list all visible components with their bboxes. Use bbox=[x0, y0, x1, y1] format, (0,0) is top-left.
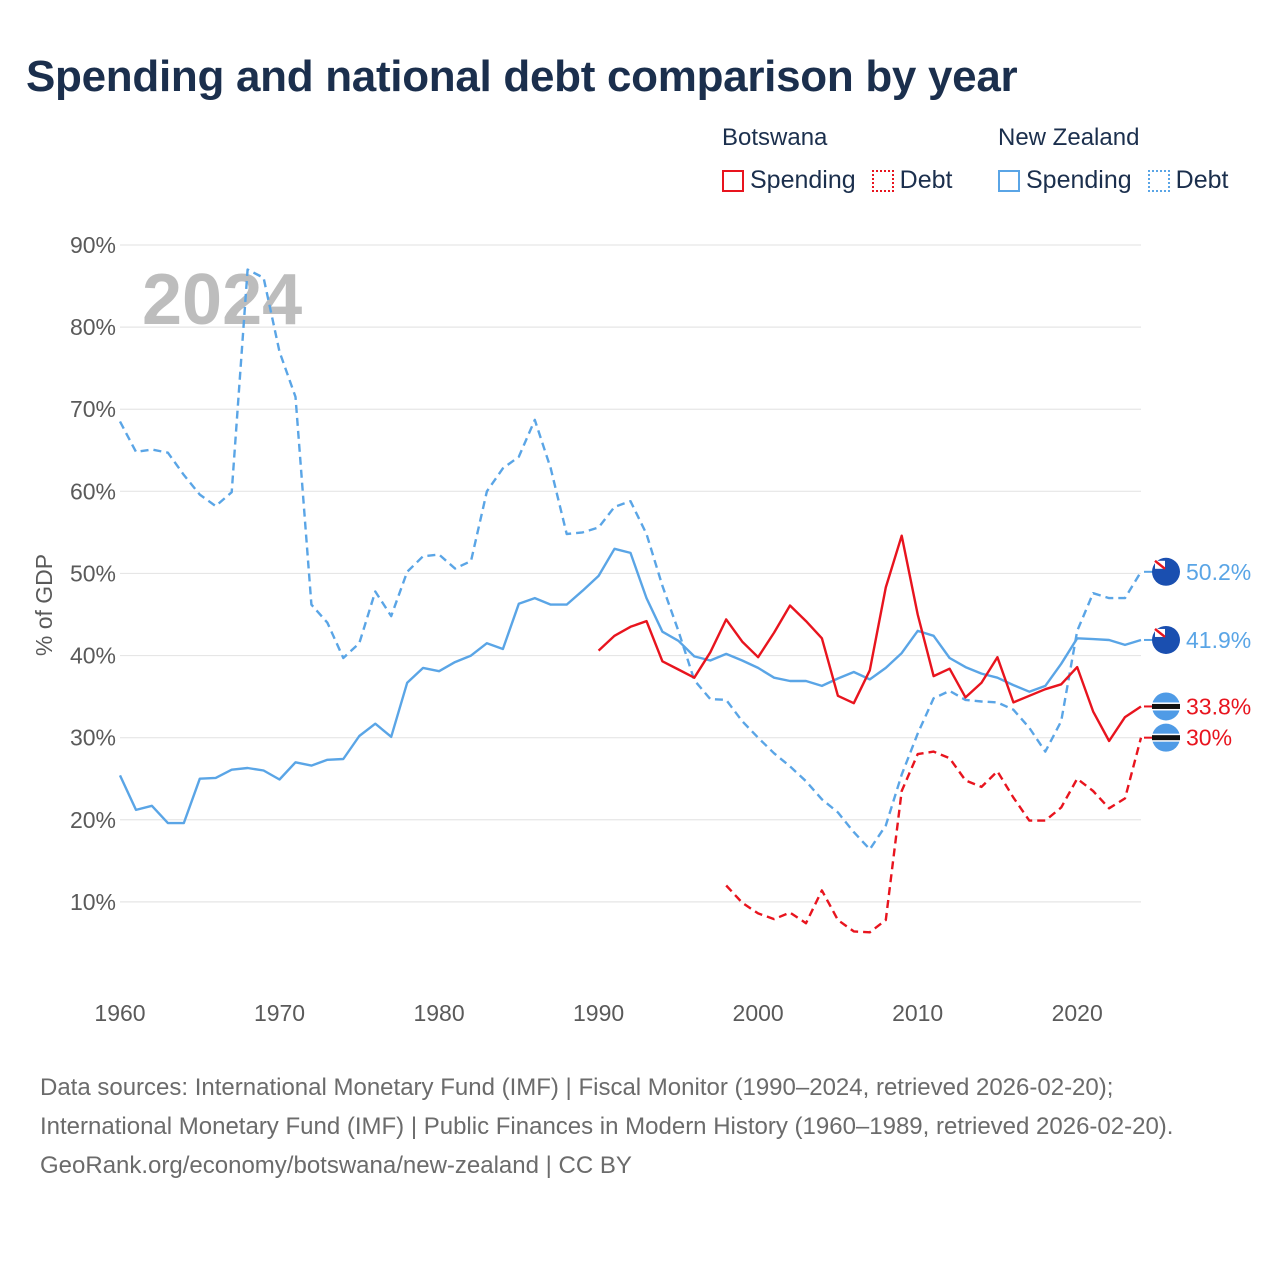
legend-swatch-dotted-red bbox=[871, 169, 894, 192]
flag-black-band bbox=[1152, 735, 1180, 741]
legend-botswana: Botswana Spending Debt bbox=[722, 124, 968, 195]
end-label-bw-spending: 33.8% bbox=[1186, 693, 1251, 719]
series-line-botswana-debt bbox=[725, 737, 1143, 934]
year-watermark: 2024 bbox=[142, 260, 302, 340]
legend-label: Spending bbox=[750, 166, 856, 194]
y-tick-label: 60% bbox=[70, 478, 116, 504]
legend-label: Spending bbox=[1026, 166, 1132, 194]
legend-country-new-zealand: New Zealand bbox=[998, 124, 1140, 151]
legend-swatch-solid-red bbox=[722, 169, 744, 192]
x-tick-label: 1990 bbox=[573, 1000, 624, 1026]
legend-item-new-zealand-spending[interactable]: Spending bbox=[998, 166, 1132, 195]
y-tick-label: 10% bbox=[70, 889, 116, 915]
y-axis-label: % of GDP bbox=[31, 554, 57, 656]
y-tick-label: 40% bbox=[70, 643, 116, 669]
axis-layer: 10% 20% 30% 40% 50% 60% 70% 80% 90% 1960 1970 1980 1… bbox=[70, 232, 1103, 1026]
x-tick-label: 1980 bbox=[413, 1000, 464, 1026]
legend-swatch-solid-blue bbox=[998, 169, 1020, 192]
end-label-bw-debt: 30% bbox=[1186, 725, 1232, 751]
end-label-layer: 50.2% 41.9% 33.8% 30% bbox=[1186, 559, 1251, 751]
legend-item-botswana-spending[interactable]: Spending bbox=[722, 166, 856, 195]
legend-new-zealand: New Zealand Spending Debt bbox=[998, 124, 1228, 195]
x-tick-label: 2000 bbox=[733, 1000, 784, 1026]
footer: Data sources: International Monetary Fun… bbox=[40, 1068, 1240, 1185]
legend-label: Debt bbox=[899, 166, 953, 194]
x-tick-label: 1970 bbox=[254, 1000, 305, 1026]
flag-cross bbox=[1154, 627, 1166, 638]
y-tick-label: 50% bbox=[70, 560, 116, 586]
y-tick-label: 90% bbox=[70, 232, 116, 258]
y-tick-label: 80% bbox=[70, 314, 116, 340]
series-line-botswana-spending bbox=[597, 534, 1142, 743]
legend-item-new-zealand-debt[interactable]: Debt bbox=[1147, 166, 1229, 195]
flag-cross bbox=[1154, 559, 1166, 570]
x-tick-label: 2010 bbox=[892, 1000, 943, 1026]
end-label-nz-spending: 41.9% bbox=[1186, 627, 1251, 653]
series-layer bbox=[118, 268, 1143, 934]
legend-country-botswana: Botswana bbox=[722, 124, 828, 151]
y-tick-label: 20% bbox=[70, 807, 116, 833]
legend-label: Debt bbox=[1175, 166, 1229, 194]
flag-black-band bbox=[1152, 703, 1180, 709]
end-label-nz-debt: 50.2% bbox=[1186, 559, 1251, 585]
footer-sources: Data sources: International Monetary Fun… bbox=[40, 1074, 1174, 1140]
chart-title: Spending and national debt comparison by… bbox=[26, 52, 1018, 101]
x-tick-label: 2020 bbox=[1052, 1000, 1103, 1026]
legend-swatch-dotted-blue bbox=[1147, 169, 1170, 192]
series-line-new-zealand-spending bbox=[118, 547, 1142, 825]
y-tick-label: 70% bbox=[70, 396, 116, 422]
legend-item-botswana-debt[interactable]: Debt bbox=[871, 166, 953, 195]
grid-layer bbox=[120, 244, 1141, 903]
y-tick-label: 30% bbox=[70, 725, 116, 751]
footer-attribution[interactable]: GeoRank.org/economy/botswana/new-zealand… bbox=[40, 1152, 632, 1179]
x-tick-label: 1960 bbox=[94, 1000, 145, 1026]
series-line-new-zealand-debt bbox=[118, 268, 1143, 851]
marker-layer bbox=[1144, 557, 1180, 752]
